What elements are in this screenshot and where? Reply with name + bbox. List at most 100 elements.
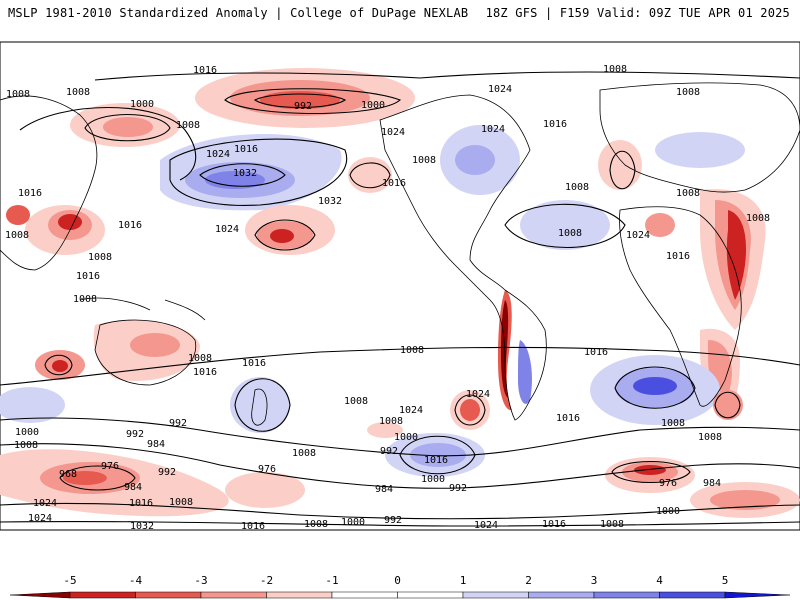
isobar-label: 1000 bbox=[421, 474, 445, 485]
isobar bbox=[614, 366, 696, 409]
colorbar-ticks: -5 -4 -3 -2 -1 0 1 2 3 4 5 bbox=[63, 574, 728, 587]
isobar-label: 1008 bbox=[676, 188, 700, 199]
isobar-label: 1000 bbox=[361, 100, 385, 111]
isobar-label: 1024 bbox=[474, 520, 498, 531]
colorbar-swatch bbox=[462, 591, 529, 599]
pos-anomaly bbox=[655, 132, 745, 168]
isobar bbox=[254, 219, 316, 251]
coastline bbox=[79, 297, 206, 321]
isobar-labels: 1008 1016 1008 1000 1008 992 1000 1024 1016 1024 1… bbox=[5, 64, 770, 532]
isobar-label: 1024 bbox=[33, 498, 57, 509]
isobar-label: 1000 bbox=[15, 427, 39, 438]
colorbar-swatch bbox=[266, 591, 333, 599]
isobar-label: 1024 bbox=[481, 124, 505, 135]
neg-anomaly bbox=[710, 490, 780, 510]
colorbar-swatch bbox=[331, 591, 398, 599]
colorbar-tick-label: -5 bbox=[63, 574, 76, 587]
isobar-label: 1016 bbox=[193, 65, 217, 76]
colorbar-tick-label: -4 bbox=[129, 574, 143, 587]
colorbar-arrow-left bbox=[9, 591, 71, 599]
isobar-label: 992 bbox=[169, 418, 187, 429]
neg-anomaly bbox=[460, 399, 480, 421]
neg-anomaly bbox=[645, 213, 675, 237]
isobar bbox=[234, 378, 291, 432]
isobar-label: 1008 bbox=[6, 89, 30, 100]
isobar-label: 1016 bbox=[542, 519, 566, 530]
colorbar-arrow-right bbox=[724, 591, 791, 599]
colorbar-swatch bbox=[69, 591, 136, 599]
coastlines bbox=[0, 82, 800, 426]
isobar bbox=[44, 354, 73, 376]
isobar-label: 984 bbox=[375, 484, 393, 495]
isobar-label: 1008 bbox=[344, 396, 368, 407]
isobar bbox=[349, 162, 391, 189]
pos-anomaly bbox=[455, 145, 495, 175]
neg-anomaly bbox=[130, 333, 180, 357]
isobar-label: 1016 bbox=[584, 347, 608, 358]
pos-anomaly bbox=[410, 443, 466, 467]
isobar bbox=[504, 203, 626, 248]
isobar bbox=[0, 502, 800, 520]
isobar-label: 1016 bbox=[382, 178, 406, 189]
colorbar-tick-label: 3 bbox=[591, 574, 598, 587]
colorbar-tick-label: 1 bbox=[460, 574, 467, 587]
isobar bbox=[0, 520, 800, 527]
coastline bbox=[619, 206, 742, 407]
anomaly-shading bbox=[0, 68, 800, 518]
isobar bbox=[199, 163, 286, 187]
isobar-label: 1008 bbox=[661, 418, 685, 429]
isobar-label: 1024 bbox=[488, 84, 512, 95]
map-title: MSLP 1981-2010 Standardized Anomaly | Co… bbox=[8, 6, 469, 20]
isobar bbox=[0, 346, 800, 386]
isobar-label: 1032 bbox=[130, 521, 154, 532]
isobar-label: 1016 bbox=[543, 119, 567, 130]
isobar-label: 1008 bbox=[676, 87, 700, 98]
colorbar-swatch bbox=[135, 591, 202, 599]
isobar-label: 1000 bbox=[341, 517, 365, 528]
isobar bbox=[454, 394, 486, 426]
coastline bbox=[599, 82, 800, 193]
isobar bbox=[84, 114, 171, 142]
isobar-label: 1008 bbox=[400, 345, 424, 356]
isobar-label: 1008 bbox=[565, 182, 589, 193]
isobar-label: 1008 bbox=[412, 155, 436, 166]
isobar-label: 1016 bbox=[193, 367, 217, 378]
isobar-label: 1024 bbox=[28, 513, 52, 524]
isobar-label: 1016 bbox=[666, 251, 690, 262]
isobar-label: 1000 bbox=[130, 99, 154, 110]
isobar-label: 1008 bbox=[5, 230, 29, 241]
isobar-label: 1000 bbox=[656, 506, 680, 517]
isobar-label: 1024 bbox=[381, 127, 405, 138]
neg-anomaly bbox=[260, 91, 340, 109]
isobar-label: 1008 bbox=[603, 64, 627, 75]
isobar bbox=[611, 460, 691, 484]
isobar-label: 1008 bbox=[169, 497, 193, 508]
neg-anomaly bbox=[103, 117, 153, 137]
neg-anomaly bbox=[6, 205, 30, 225]
colorbar-tick-label: 4 bbox=[656, 574, 663, 587]
isobar bbox=[19, 106, 197, 181]
isobar-label: 992 bbox=[158, 467, 176, 478]
neg-anomaly bbox=[634, 465, 666, 475]
isobar-label: 1024 bbox=[215, 224, 239, 235]
isobar-label: 1016 bbox=[424, 455, 448, 466]
colorbar-swatch bbox=[397, 591, 464, 599]
pos-anomaly bbox=[520, 200, 610, 250]
colorbar-tick-label: -1 bbox=[325, 574, 338, 587]
isobar-label: 1008 bbox=[73, 294, 97, 305]
isobar-label: 1000 bbox=[394, 432, 418, 443]
isobar-label: 1008 bbox=[176, 120, 200, 131]
anomaly-colorbar: -5 -4 -3 -2 -1 0 1 2 3 4 5 bbox=[9, 574, 791, 599]
isobar bbox=[0, 443, 800, 489]
neg-anomaly bbox=[598, 140, 642, 190]
isobar-label: 1024 bbox=[626, 230, 650, 241]
pos-anomaly bbox=[518, 340, 532, 404]
isobar-label: 1008 bbox=[600, 519, 624, 530]
colorbar-tick-label: 5 bbox=[722, 574, 729, 587]
neg-anomaly bbox=[367, 422, 403, 438]
isobar bbox=[224, 88, 402, 115]
isobar-label: 1024 bbox=[399, 405, 423, 416]
neg-anomaly bbox=[225, 472, 305, 508]
isobar-label: 1032 bbox=[318, 196, 342, 207]
